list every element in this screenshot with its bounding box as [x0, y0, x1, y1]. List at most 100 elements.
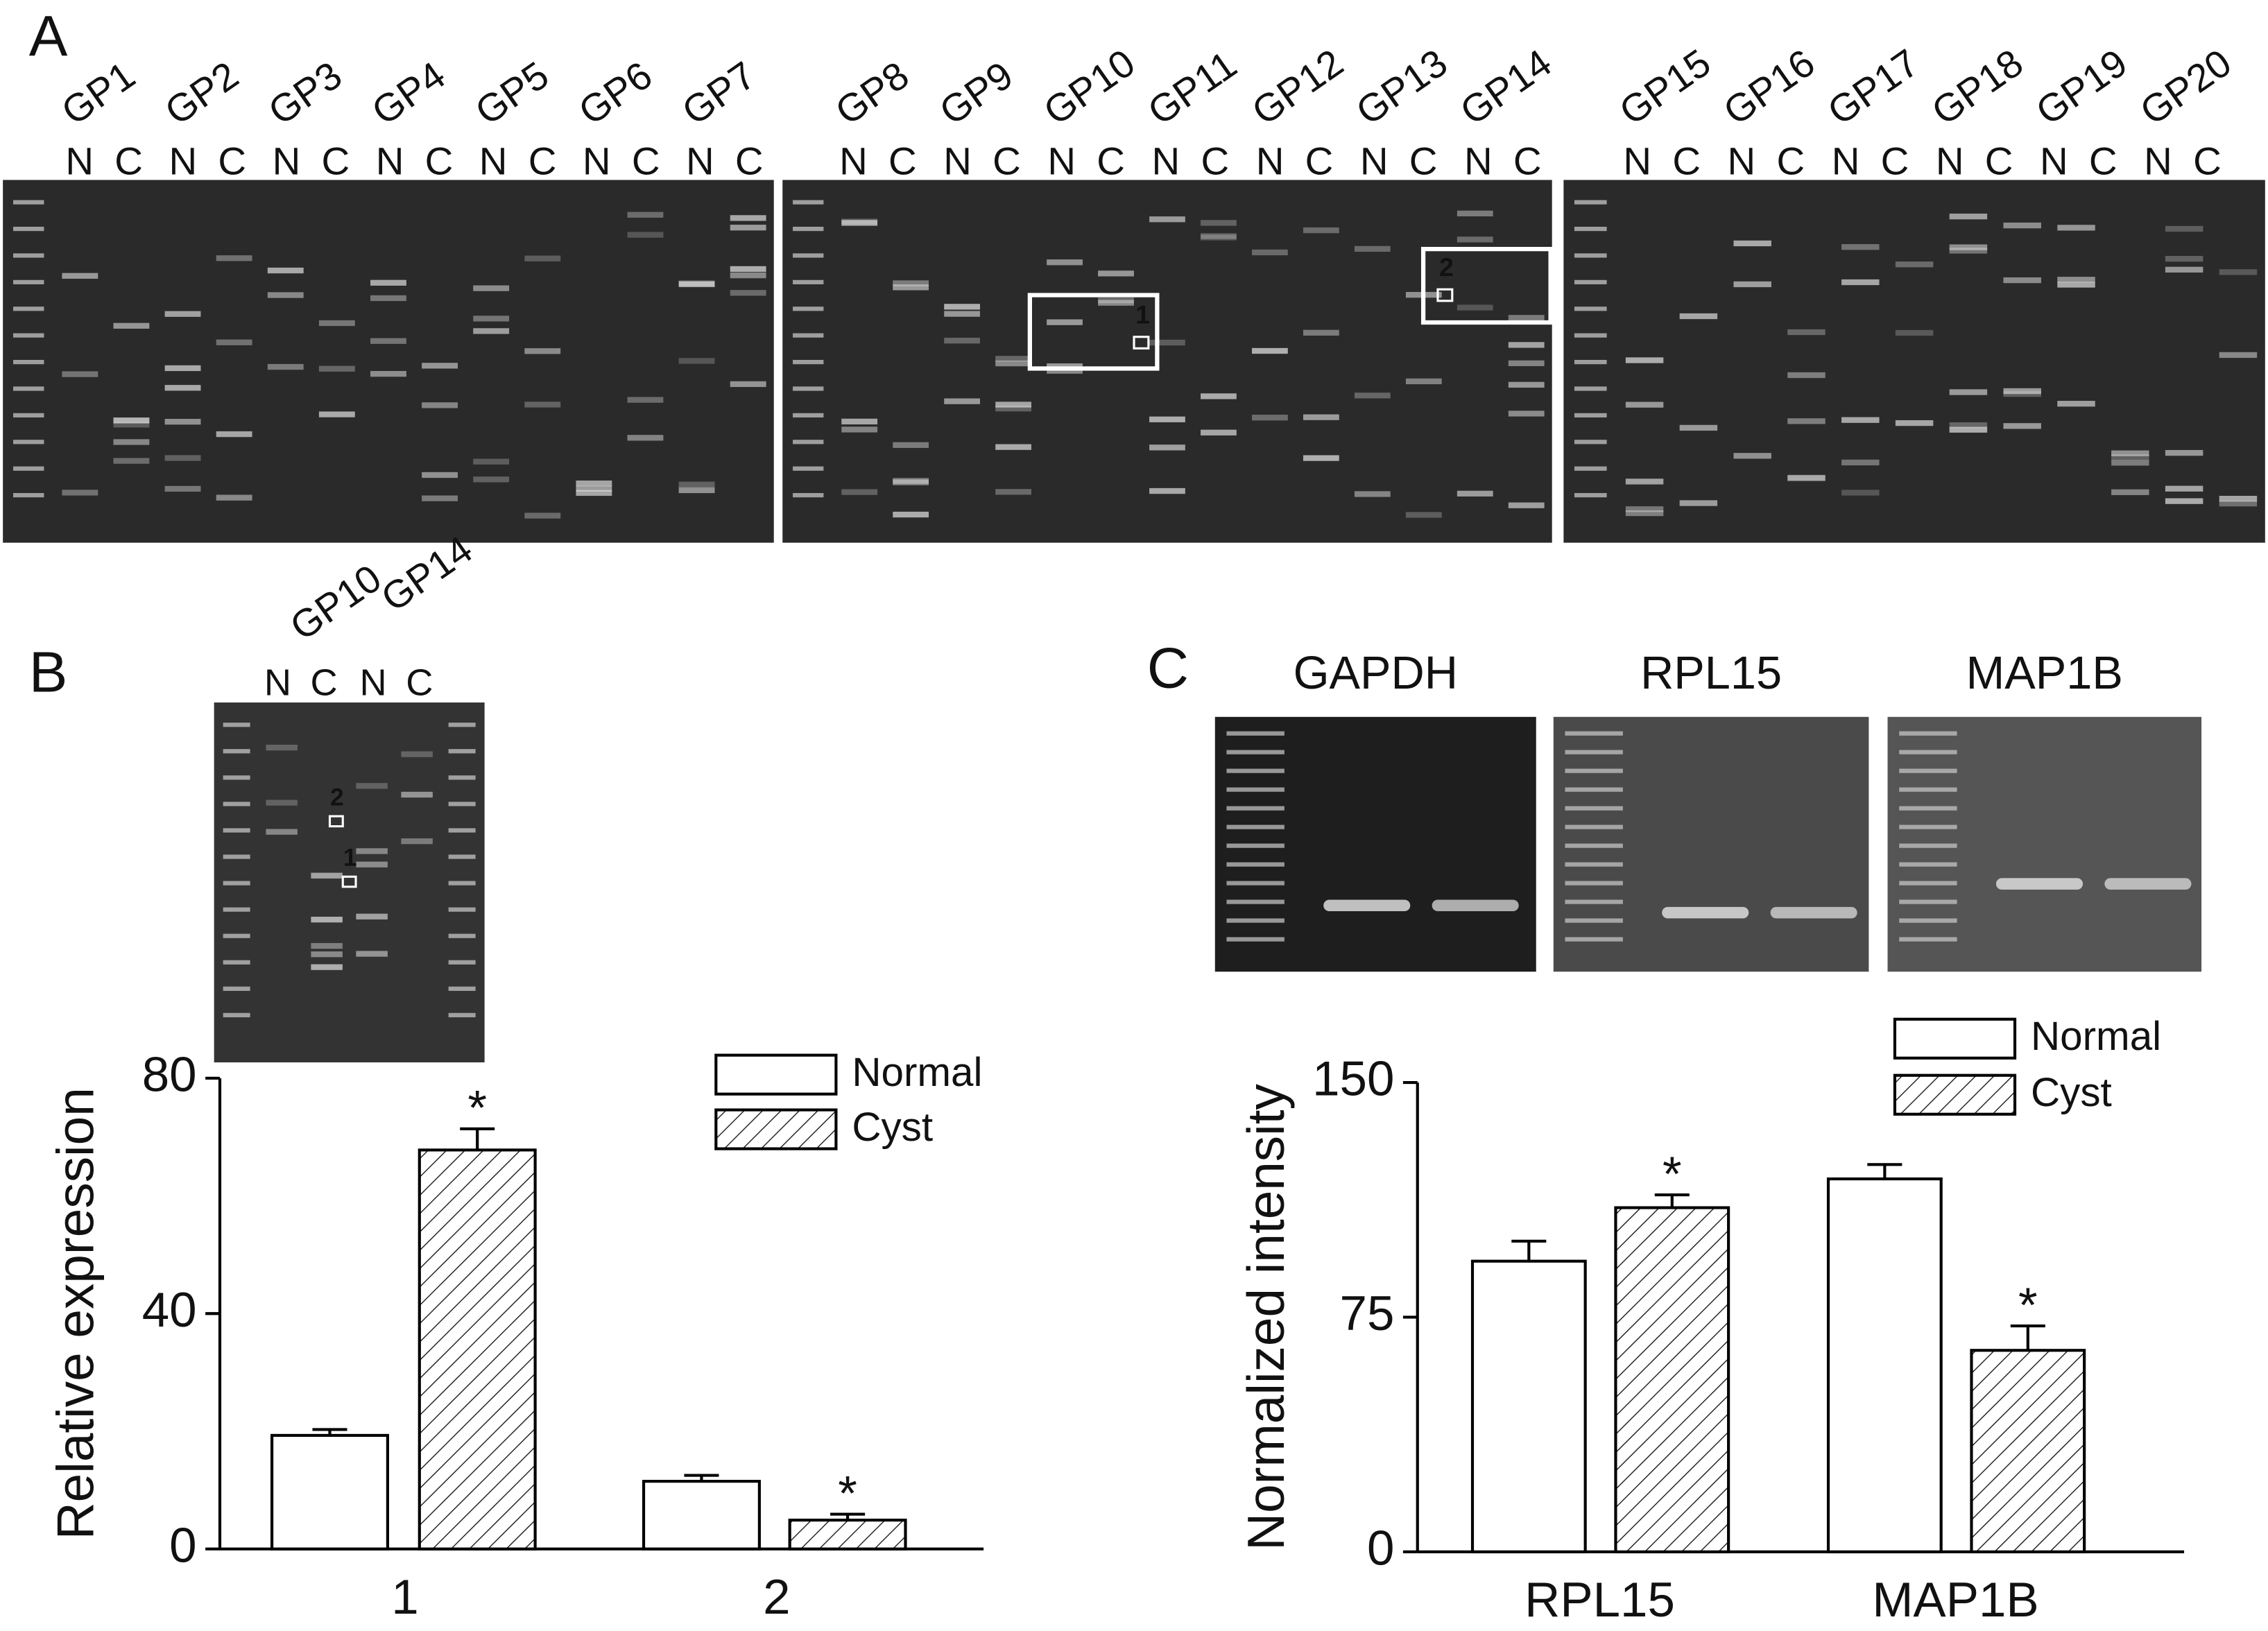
lane-label: N: [1256, 139, 1285, 183]
legend-label: Cyst: [2031, 1070, 2112, 1115]
gel-band: [318, 320, 355, 327]
sample-label: GP7: [674, 53, 763, 133]
ladder-band: [1899, 899, 1957, 904]
ladder-band: [1899, 918, 1957, 923]
gel-band: [356, 913, 388, 920]
gel-image: [1563, 180, 2265, 543]
ladder-band: [223, 933, 250, 938]
gel-band: [1733, 281, 1771, 288]
highlight-box: [1027, 293, 1160, 371]
gel-band: [678, 358, 715, 364]
lane-label: C: [425, 139, 454, 183]
ladder-band: [1565, 787, 1623, 792]
gel-band: [1047, 368, 1083, 374]
lane-label: N: [1464, 139, 1493, 183]
gel-band: [1252, 249, 1288, 256]
gel-band: [841, 418, 878, 425]
gel-band: [401, 791, 433, 798]
gel-band: [1949, 426, 1988, 433]
ladder-band: [793, 307, 824, 311]
ladder-band: [223, 1012, 250, 1017]
ladder-band: [1899, 937, 1957, 942]
ladder-band: [12, 492, 44, 498]
lane-label: N: [943, 139, 972, 183]
lane-label: C: [1513, 139, 1542, 183]
gel-band: [1679, 424, 1718, 431]
gel-band: [524, 255, 561, 261]
sample-label: GP14: [1452, 40, 1559, 133]
lane-label: C: [888, 139, 917, 183]
ladder-band: [1565, 843, 1623, 848]
ladder-band: [448, 749, 476, 754]
gel-band: [318, 365, 355, 372]
gel-band: [216, 255, 252, 261]
lane-label: N: [479, 139, 508, 183]
ladder-band: [12, 307, 44, 311]
gel-band: [1201, 233, 1237, 239]
gel-band: [370, 279, 406, 286]
gel-band: [1949, 248, 1988, 254]
gel-band: [995, 444, 1031, 450]
arrow-mark: [328, 815, 344, 828]
gel-band: [2165, 449, 2203, 456]
gel-band: [2003, 390, 2041, 397]
ladder-band: [12, 253, 44, 258]
gel-band: [1625, 506, 1664, 512]
gel-band: [2165, 256, 2203, 262]
gel-band: [356, 783, 388, 789]
ladder-band: [1574, 226, 1607, 232]
ladder-band: [12, 279, 44, 284]
gel-band: [1149, 339, 1185, 346]
gel-band: [627, 435, 664, 441]
ladder-band: [1565, 881, 1623, 886]
lane-label: N: [1832, 139, 1860, 183]
gel-image: [214, 702, 485, 1063]
gel-band: [995, 356, 1031, 362]
gel-band: [1787, 474, 1825, 481]
lane-label: C: [2089, 139, 2117, 183]
error-bar: [1867, 1163, 1902, 1180]
ladder-band: [1226, 918, 1285, 923]
sample-label: GP5: [467, 53, 556, 133]
lane-label: C: [321, 139, 350, 183]
gel-band: [370, 295, 406, 302]
gel-band: [1949, 214, 1988, 220]
lane-label: C: [1097, 139, 1125, 183]
gel-band: [2165, 266, 2203, 273]
ladder-band: [223, 723, 250, 727]
lane-label: C: [1409, 139, 1438, 183]
gel-band: [678, 281, 715, 288]
gel-band: [164, 455, 201, 461]
gel-band: [266, 744, 298, 751]
gel-band: [841, 426, 878, 433]
gel-band: [1733, 453, 1771, 459]
gel-band: [2003, 222, 2041, 229]
gel-band: [1625, 357, 1664, 363]
gel-band: [1432, 899, 1519, 912]
gel-band: [524, 402, 561, 408]
gel-band: [730, 290, 766, 296]
gel-band: [1303, 329, 1339, 336]
sample-label: GP13: [1348, 40, 1455, 133]
gel-band: [62, 371, 98, 377]
gel-band: [113, 417, 150, 424]
ladder-band: [793, 466, 824, 471]
ladder-band: [1574, 200, 1607, 205]
gel-band: [2057, 277, 2095, 283]
gel-band: [2003, 388, 2041, 395]
gel-band: [1995, 878, 2084, 890]
gel-band: [1625, 402, 1664, 408]
panel-label: C: [1147, 636, 1189, 700]
gel-band: [944, 398, 980, 404]
arrow-mark: [1436, 288, 1454, 302]
lane-label: N: [65, 139, 94, 183]
ladder-band: [1899, 862, 1957, 867]
ladder-band: [1565, 750, 1623, 754]
box-label: 1: [1135, 300, 1150, 329]
gel-band: [267, 363, 304, 370]
gel-title: GAPDH: [1294, 648, 1458, 699]
lane-label: C: [1881, 139, 1909, 183]
sample-label: GP17: [1820, 40, 1927, 133]
gel-band: [1508, 315, 1545, 321]
gel-band: [113, 439, 150, 445]
